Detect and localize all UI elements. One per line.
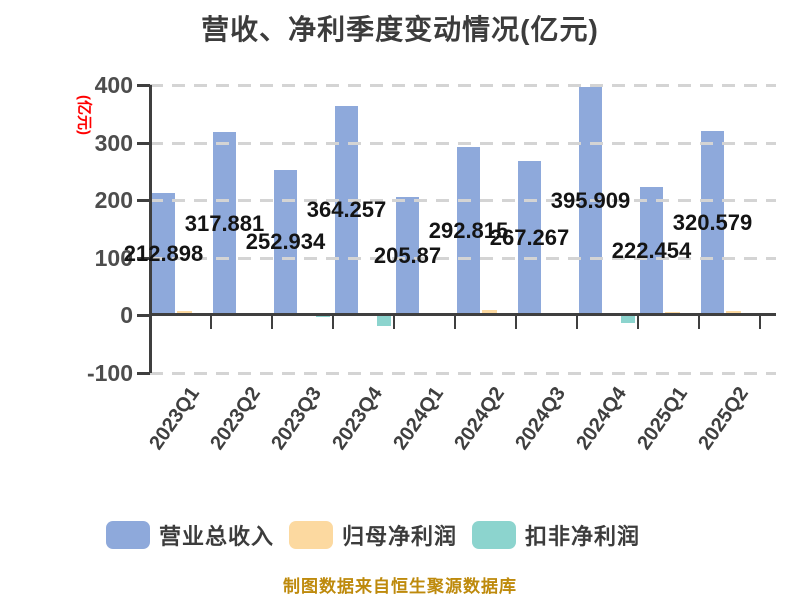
y-tick-label: 200 [94,187,133,213]
y-tick-mark [137,256,150,260]
legend-label: 营业总收入 [159,524,275,549]
x-category-label-2025Q2: 2025Q2 [694,383,754,454]
bar-归母净利润-2024Q2 [482,310,497,315]
x-category-label-2023Q1: 2023Q1 [145,383,205,454]
legend-item-归母净利润[interactable]: 归母净利润 [289,519,457,551]
y-tick-mark [137,141,150,145]
x-category-label-2025Q1: 2025Q1 [633,383,693,454]
x-category-label-2023Q2: 2023Q2 [206,383,266,454]
bar-营业总收入-2024Q2 [457,146,480,315]
legend: 营业总收入 归母净利润 扣非净利润 [106,519,640,551]
y-tick-mark [137,371,150,375]
x-category-label-2024Q2: 2024Q2 [450,383,510,454]
y-tick-mark [137,199,150,202]
bar-value-label: 395.909 [550,188,631,214]
bar-营业总收入-2023Q3 [274,169,297,315]
bar-value-label: 205.87 [373,242,442,268]
legend-label: 归母净利润 [342,524,458,549]
y-tick-label: -100 [86,359,133,386]
y-tick-label: 300 [94,129,133,156]
bar-value-label: 267.267 [489,225,570,251]
bar-value-label: 212.898 [123,240,204,266]
bar-营业总收入-2023Q4 [335,105,358,315]
x-tick-mark [210,315,212,329]
legend-swatch [106,521,150,549]
bar-value-label: 252.934 [245,229,326,255]
y-axis-line [149,85,152,373]
legend-swatch [472,521,517,549]
legend-item-扣非净利润[interactable]: 扣非净利润 [472,519,640,551]
x-tick-mark [515,315,517,329]
x-category-label-2023Q4: 2023Q4 [328,383,388,454]
plot-area: 212.898 317.881 252.934 364.257 205.87 292.81… [124,84,776,454]
gridline [150,256,776,260]
y-tick-mark [137,84,150,87]
bar-营业总收入-2024Q1 [396,196,419,315]
y-tick-label: 400 [94,72,133,98]
x-tick-mark [759,315,761,329]
legend-label: 扣非净利润 [525,524,641,549]
x-category-label-2024Q3: 2024Q3 [511,383,571,454]
x-tick-mark [637,315,639,329]
x-category-label-2024Q4: 2024Q4 [572,383,632,454]
x-tick-mark [393,315,395,329]
gridline [150,84,776,87]
bar-营业总收入-2025Q2 [701,130,724,315]
bar-value-label: 292.815 [428,217,509,243]
bar-营业总收入-2023Q2 [213,132,236,315]
bar-value-label: 320.579 [672,209,753,235]
bar-value-label: 222.454 [611,238,692,264]
y-tick-label: 0 [120,302,133,328]
gridline [150,371,776,375]
bar-营业总收入-2025Q1 [640,187,663,315]
gridline [150,141,776,145]
bar-营业总收入-2023Q1 [152,192,175,315]
chart-title: 营收、净利季度变动情况(亿元) [201,14,599,45]
legend-item-营业总收入[interactable]: 营业总收入 [106,519,274,551]
x-tick-mark [576,315,578,329]
bar-归母净利润-2023Q1 [177,310,192,315]
bar-扣非净利润-2024Q4 [621,315,635,324]
x-tick-mark [454,315,456,329]
x-category-label-2023Q3: 2023Q3 [267,383,327,454]
bar-归母净利润-2025Q2 [726,310,741,315]
bar-扣非净利润-2023Q4 [377,315,391,326]
x-tick-mark [271,315,273,329]
gridline [150,199,776,202]
x-axis-zero-line [150,313,776,316]
x-tick-mark [698,315,700,329]
x-category-label-2024Q1: 2024Q1 [389,383,449,454]
x-tick-mark [332,315,334,329]
bar-value-label: 317.881 [184,210,265,236]
legend-swatch [289,521,334,549]
data-source-footer: 制图数据来自恒生聚源数据库 [283,577,517,596]
bar-value-label: 364.257 [306,197,387,223]
y-tick-label: 100 [94,244,133,271]
y-tick-mark [137,314,150,317]
